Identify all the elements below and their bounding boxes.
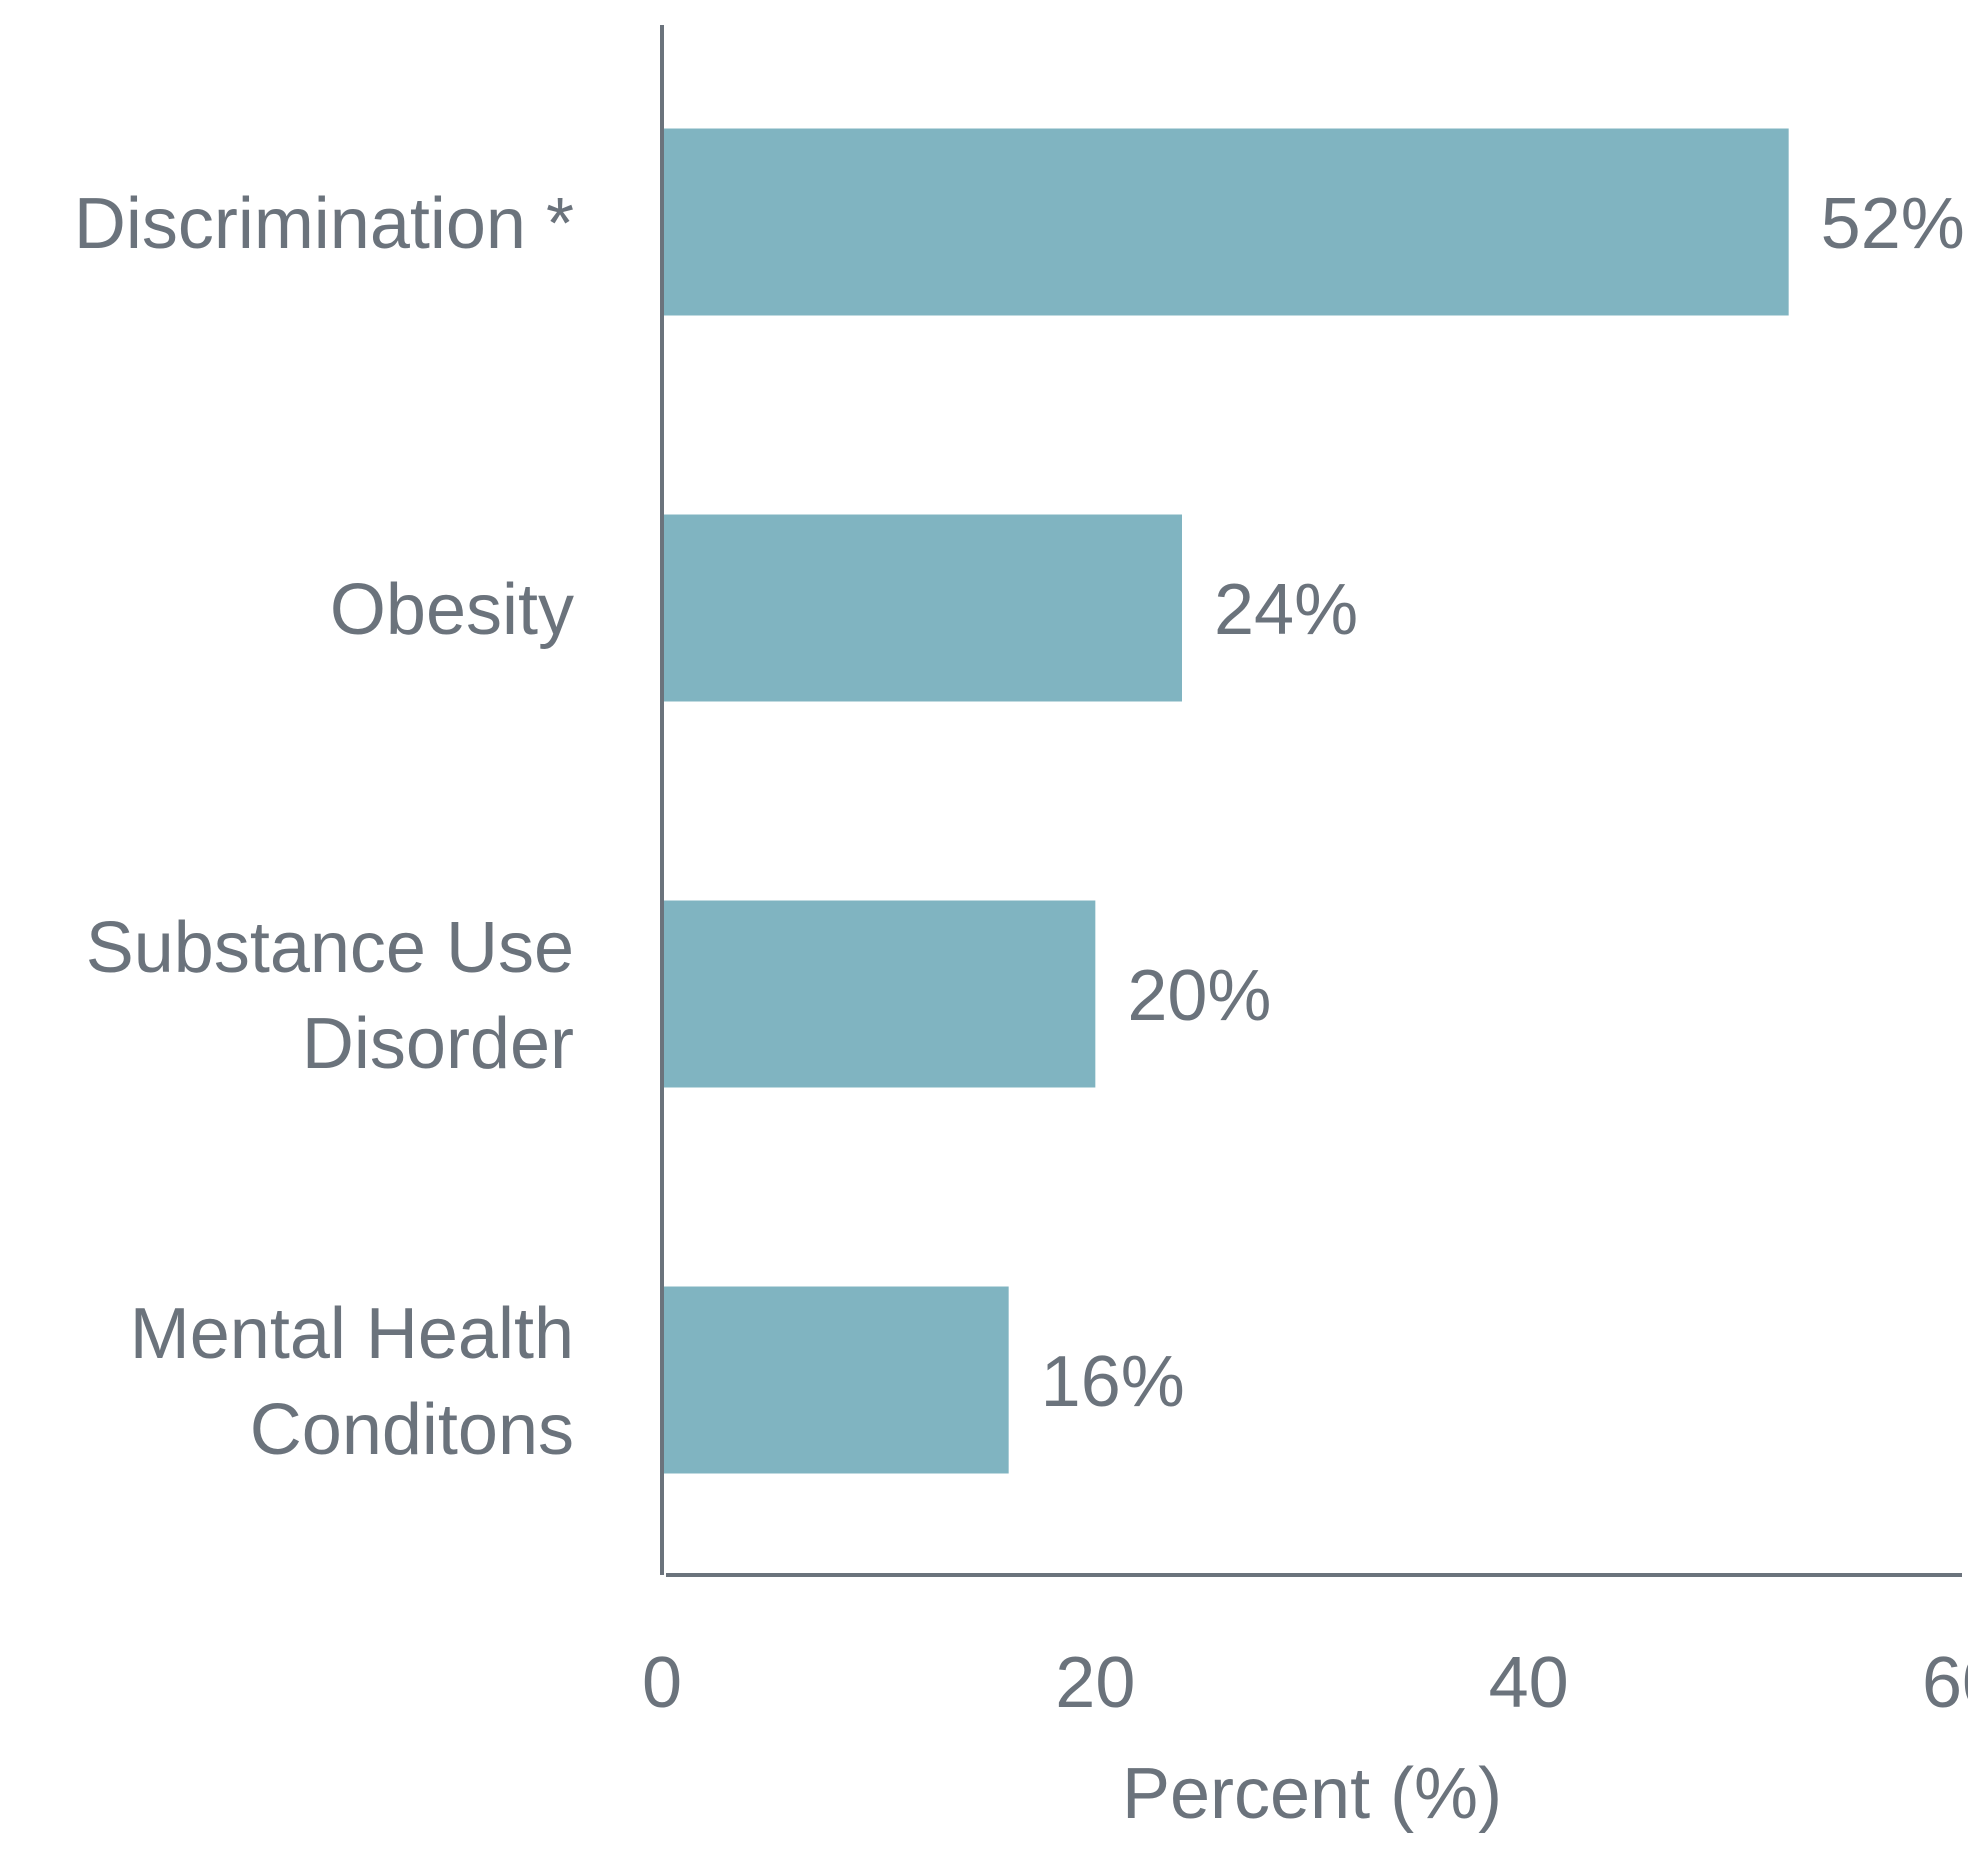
category-label-substance-use-disorder: Substance Use Disorder — [86, 908, 574, 1084]
bars-layer — [662, 128, 1789, 1474]
category-label-line: Conditons — [250, 1390, 574, 1470]
value-label-mental-health-conditons: 16% — [1041, 1342, 1185, 1422]
category-label-line: Obesity — [330, 570, 574, 650]
bar-obesity — [662, 514, 1182, 702]
x-tick-label-60: 60 — [1922, 1643, 1968, 1723]
x-tick-label-20: 20 — [1055, 1643, 1135, 1723]
category-label-line: Substance Use — [86, 908, 574, 988]
category-label-obesity: Obesity — [330, 570, 574, 650]
category-labels-layer: Discrimination * Obesity Substance Use Diso… — [74, 184, 574, 1470]
x-axis-title: Percent (%) — [1122, 1754, 1502, 1834]
category-label-mental-health-conditons: Mental Health Conditons — [130, 1294, 574, 1470]
category-label-line: Discrimination * — [74, 184, 574, 264]
category-label-discrimination: Discrimination * — [74, 184, 574, 264]
value-labels-layer: 52% 24% 20% 16% — [1041, 184, 1965, 1422]
x-tick-label-0: 0 — [642, 1643, 682, 1723]
value-label-discrimination: 52% — [1821, 184, 1965, 264]
bar-substance-use-disorder — [662, 900, 1096, 1088]
x-tick-labels-layer: 0 20 40 60 — [642, 1643, 1968, 1723]
bar-mental-health-conditons — [662, 1286, 1009, 1474]
x-tick-label-40: 40 — [1489, 1643, 1569, 1723]
value-label-substance-use-disorder: 20% — [1127, 956, 1271, 1036]
value-label-obesity: 24% — [1214, 570, 1358, 650]
bar-discrimination — [662, 128, 1789, 316]
category-label-line: Mental Health — [130, 1294, 574, 1374]
category-label-line: Disorder — [302, 1004, 574, 1084]
